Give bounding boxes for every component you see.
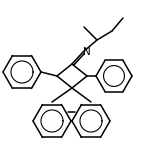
- Text: N: N: [83, 47, 91, 57]
